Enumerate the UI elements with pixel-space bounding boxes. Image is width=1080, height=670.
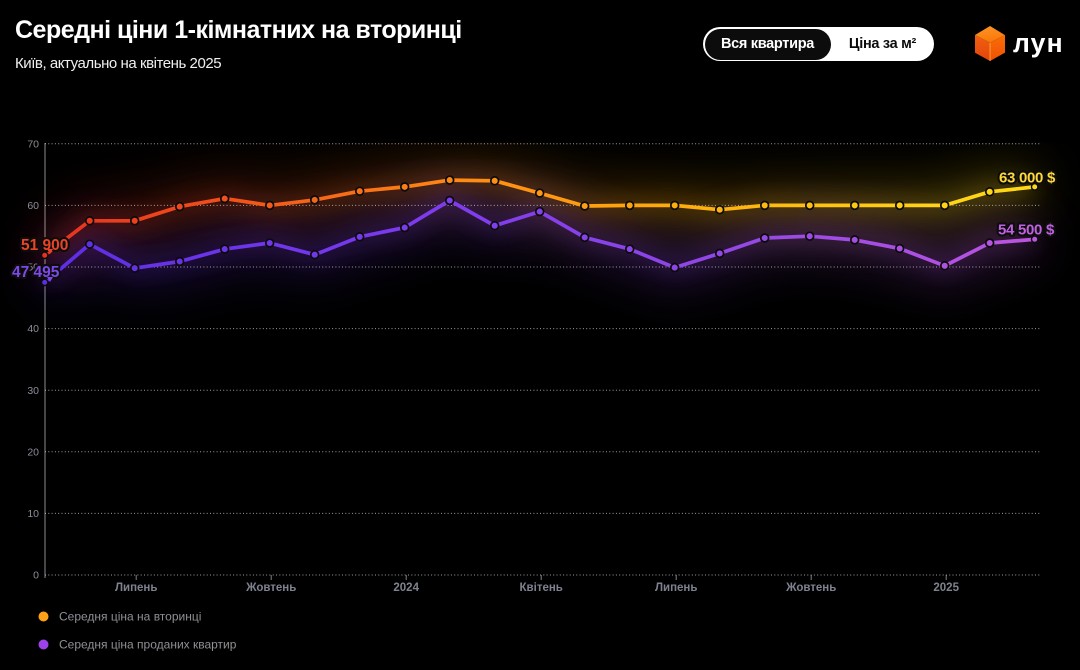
- svg-text:50: 50: [27, 262, 39, 274]
- svg-text:54 500 $: 54 500 $: [998, 222, 1055, 239]
- svg-text:2025: 2025: [933, 582, 959, 594]
- svg-text:63 000 $: 63 000 $: [999, 170, 1056, 187]
- svg-text:47 495: 47 495: [12, 264, 60, 281]
- svg-text:63 000 $: 63 000 $: [999, 170, 1056, 187]
- svg-text:10: 10: [27, 508, 39, 520]
- svg-text:Жовтень: Жовтень: [785, 582, 836, 594]
- svg-text:54 500 $: 54 500 $: [998, 222, 1055, 239]
- svg-text:Квітень: Квітень: [520, 582, 563, 594]
- svg-text:60: 60: [27, 200, 39, 212]
- svg-text:Середня ціна проданих квартир: Середня ціна проданих квартир: [59, 638, 237, 652]
- svg-text:2024: 2024: [393, 582, 419, 594]
- svg-text:20: 20: [27, 446, 39, 458]
- svg-text:0: 0: [33, 570, 39, 582]
- svg-text:Липень: Липень: [655, 582, 698, 594]
- svg-text:40: 40: [27, 323, 39, 335]
- svg-text:51 900: 51 900: [21, 237, 68, 254]
- svg-text:Середня ціна на вторинці: Середня ціна на вторинці: [59, 610, 201, 624]
- svg-text:51 900: 51 900: [21, 237, 68, 254]
- svg-text:Жовтень: Жовтень: [245, 582, 296, 594]
- svg-text:70: 70: [27, 138, 39, 150]
- svg-text:30: 30: [27, 385, 39, 397]
- svg-text:Липень: Липень: [115, 582, 158, 594]
